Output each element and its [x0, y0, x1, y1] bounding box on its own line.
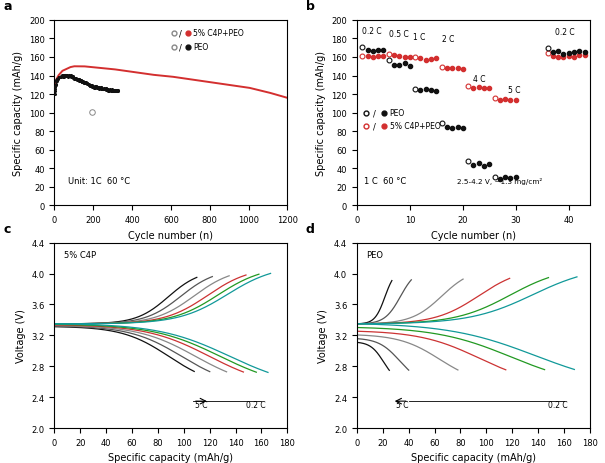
Text: b: b: [306, 0, 315, 13]
Text: 5% C4P: 5% C4P: [64, 250, 96, 259]
Y-axis label: Specific capacity (mAh/g): Specific capacity (mAh/g): [13, 51, 24, 176]
Y-axis label: Voltage (V): Voltage (V): [16, 309, 26, 363]
Text: 5% C4P+PEO: 5% C4P+PEO: [390, 122, 440, 131]
Text: Unit: 1C  60 °C: Unit: 1C 60 °C: [68, 177, 131, 186]
Text: 5% C4P+PEO: 5% C4P+PEO: [193, 29, 244, 38]
Text: 1 C  60 °C: 1 C 60 °C: [364, 177, 406, 186]
Text: 0.2 C: 0.2 C: [362, 27, 382, 36]
Text: 5 C: 5 C: [396, 400, 408, 409]
Text: /: /: [179, 29, 182, 38]
Text: c: c: [3, 223, 10, 236]
X-axis label: Cycle number (n): Cycle number (n): [128, 230, 214, 240]
Text: 0.2 C: 0.2 C: [549, 400, 568, 409]
X-axis label: Specific capacity (mAh/g): Specific capacity (mAh/g): [108, 452, 234, 463]
X-axis label: Specific capacity (mAh/g): Specific capacity (mAh/g): [411, 452, 536, 463]
Text: 0.2 C: 0.2 C: [246, 400, 266, 409]
Text: PEO: PEO: [193, 43, 208, 52]
X-axis label: Cycle number (n): Cycle number (n): [431, 230, 516, 240]
Text: /: /: [179, 43, 182, 52]
Text: 5 C: 5 C: [508, 86, 520, 95]
Text: 2.5-4.2 V, ~1.3 mg/cm²: 2.5-4.2 V, ~1.3 mg/cm²: [457, 178, 542, 185]
Text: PEO: PEO: [366, 250, 383, 259]
Text: 2 C: 2 C: [442, 35, 454, 44]
Text: 1 C: 1 C: [413, 33, 425, 42]
Text: /: /: [373, 122, 376, 131]
Text: 0.5 C: 0.5 C: [388, 30, 408, 38]
Text: d: d: [306, 223, 315, 236]
Text: 0.2 C: 0.2 C: [555, 28, 575, 37]
Text: 4 C: 4 C: [473, 75, 486, 84]
Text: PEO: PEO: [390, 109, 405, 118]
Y-axis label: Specific capacity (mAh/g): Specific capacity (mAh/g): [316, 51, 326, 176]
Text: a: a: [3, 0, 11, 13]
Text: /: /: [373, 109, 376, 118]
Y-axis label: Voltage (V): Voltage (V): [318, 309, 329, 363]
Text: 5 C: 5 C: [195, 400, 208, 409]
